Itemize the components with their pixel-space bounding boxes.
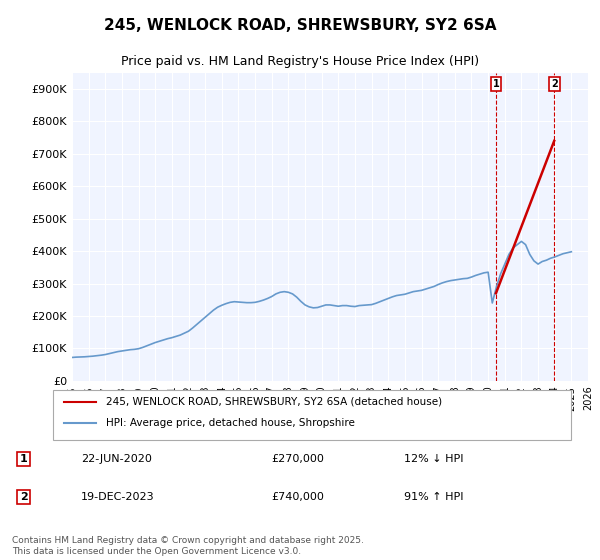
Text: £270,000: £270,000 bbox=[271, 454, 324, 464]
Text: 2: 2 bbox=[551, 79, 557, 89]
Text: 245, WENLOCK ROAD, SHREWSBURY, SY2 6SA: 245, WENLOCK ROAD, SHREWSBURY, SY2 6SA bbox=[104, 18, 496, 33]
Text: 1: 1 bbox=[493, 79, 499, 89]
Text: 2: 2 bbox=[20, 492, 28, 502]
Text: Contains HM Land Registry data © Crown copyright and database right 2025.
This d: Contains HM Land Registry data © Crown c… bbox=[12, 536, 364, 556]
Text: HPI: Average price, detached house, Shropshire: HPI: Average price, detached house, Shro… bbox=[106, 418, 355, 428]
Text: 91% ↑ HPI: 91% ↑ HPI bbox=[404, 492, 463, 502]
Text: 1: 1 bbox=[20, 454, 28, 464]
Text: 12% ↓ HPI: 12% ↓ HPI bbox=[404, 454, 463, 464]
FancyBboxPatch shape bbox=[53, 390, 571, 440]
Text: 22-JUN-2020: 22-JUN-2020 bbox=[81, 454, 152, 464]
Text: 19-DEC-2023: 19-DEC-2023 bbox=[81, 492, 155, 502]
Text: Price paid vs. HM Land Registry's House Price Index (HPI): Price paid vs. HM Land Registry's House … bbox=[121, 55, 479, 68]
Text: 245, WENLOCK ROAD, SHREWSBURY, SY2 6SA (detached house): 245, WENLOCK ROAD, SHREWSBURY, SY2 6SA (… bbox=[106, 397, 442, 407]
Text: £740,000: £740,000 bbox=[271, 492, 324, 502]
